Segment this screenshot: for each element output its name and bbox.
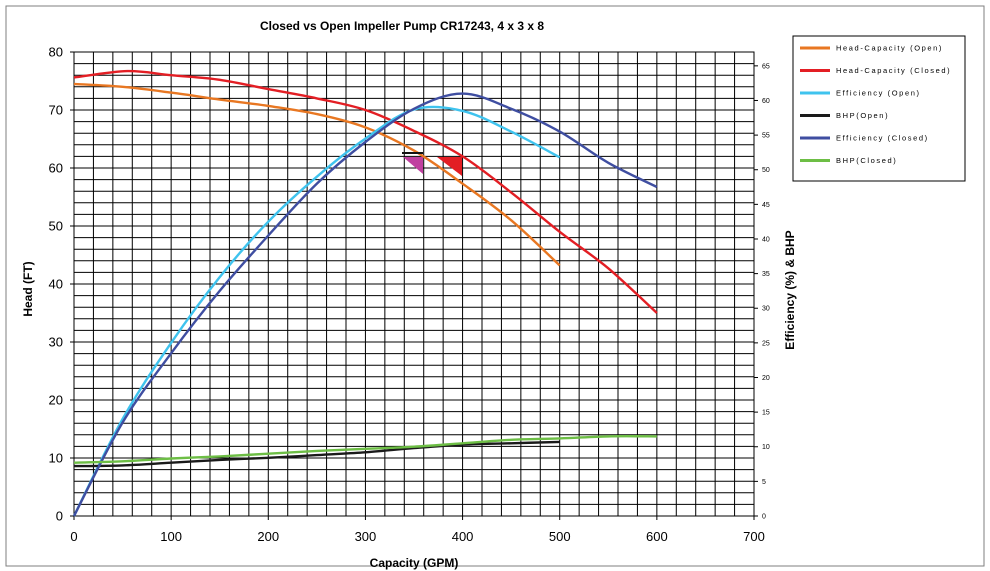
y2-tick-label: 55 bbox=[762, 133, 770, 140]
x-tick-label: 300 bbox=[355, 529, 377, 544]
y2-tick-label: 15 bbox=[762, 410, 770, 417]
series-layer bbox=[72, 69, 658, 517]
y-tick-label: 40 bbox=[49, 277, 63, 292]
series-line-efficiency-open bbox=[72, 105, 561, 517]
y2-tick-label: 10 bbox=[762, 444, 770, 451]
series-line-head-capacity-open bbox=[73, 82, 561, 267]
legend-box bbox=[792, 35, 966, 182]
legend-label-head-capacity-closed: Head-Capacity (Closed) bbox=[836, 66, 951, 75]
y-tick-label: 20 bbox=[49, 393, 63, 408]
y2-tick-label: 5 bbox=[762, 479, 766, 486]
y-axis-title: Head (FT) bbox=[21, 261, 35, 316]
chart-title: Closed vs Open Impeller Pump CR17243, 4 … bbox=[260, 19, 544, 33]
y2-tick-label: 25 bbox=[762, 340, 770, 347]
label-layer: Closed vs Open Impeller Pump CR17243, 4 … bbox=[21, 19, 797, 570]
x-tick-label: 0 bbox=[70, 529, 77, 544]
series-line-bhp-open bbox=[73, 440, 560, 468]
y-tick-label: 50 bbox=[49, 219, 63, 234]
y-tick-label: 80 bbox=[49, 45, 63, 60]
y-tick-label: 70 bbox=[49, 103, 63, 118]
x-tick-label: 600 bbox=[646, 529, 668, 544]
legend-label-efficiency-open: Efficiency (Open) bbox=[836, 89, 921, 98]
axis-layer: 0 10 20 30 40 50 60 70 80 0 5 10 15 20 25 30 35 40 45 50 55 6… bbox=[49, 45, 770, 545]
legend-label-bhp-open: BHP(Open) bbox=[836, 111, 889, 120]
legend-label-efficiency-closed: Efficiency (Closed) bbox=[836, 134, 929, 143]
series-line-efficiency-closed bbox=[72, 92, 658, 517]
x-tick-label: 100 bbox=[160, 529, 182, 544]
y2-tick-label: 20 bbox=[762, 375, 770, 382]
y2-tick-label: 0 bbox=[762, 514, 766, 521]
y2-axis-title: Efficiency (%) & BHP bbox=[783, 230, 797, 349]
legend: Head-Capacity (Open) Head-Capacity (Close… bbox=[792, 35, 966, 182]
legend-label-head-capacity-open: Head-Capacity (Open) bbox=[836, 44, 943, 53]
x-tick-label: 500 bbox=[549, 529, 571, 544]
chart-frame bbox=[5, 5, 985, 567]
x-axis-title: Capacity (GPM) bbox=[370, 556, 459, 570]
x-tick-label: 400 bbox=[452, 529, 474, 544]
y-tick-label: 60 bbox=[49, 161, 63, 176]
x-tick-label: 700 bbox=[743, 529, 765, 544]
y2-tick-label: 35 bbox=[762, 271, 770, 278]
marker-layer bbox=[402, 152, 462, 176]
y2-tick-label: 50 bbox=[762, 167, 770, 174]
y2-tick-label: 30 bbox=[762, 306, 770, 313]
y-tick-label: 30 bbox=[49, 335, 63, 350]
closed-bep-marker bbox=[437, 157, 462, 176]
series-line-bhp-closed bbox=[73, 435, 657, 464]
legend-label-bhp-closed: BHP(Closed) bbox=[836, 156, 897, 165]
open-bep-marker bbox=[403, 157, 423, 174]
grid-layer bbox=[74, 52, 754, 516]
y-tick-label: 10 bbox=[49, 451, 63, 466]
y2-tick-label: 60 bbox=[762, 98, 770, 105]
x-tick-label: 200 bbox=[257, 529, 279, 544]
y2-tick-label: 65 bbox=[762, 63, 770, 70]
y-tick-label: 0 bbox=[56, 509, 63, 524]
y2-tick-label: 45 bbox=[762, 202, 770, 209]
series-line-head-capacity-closed bbox=[73, 69, 658, 314]
y2-tick-label: 40 bbox=[762, 236, 770, 243]
